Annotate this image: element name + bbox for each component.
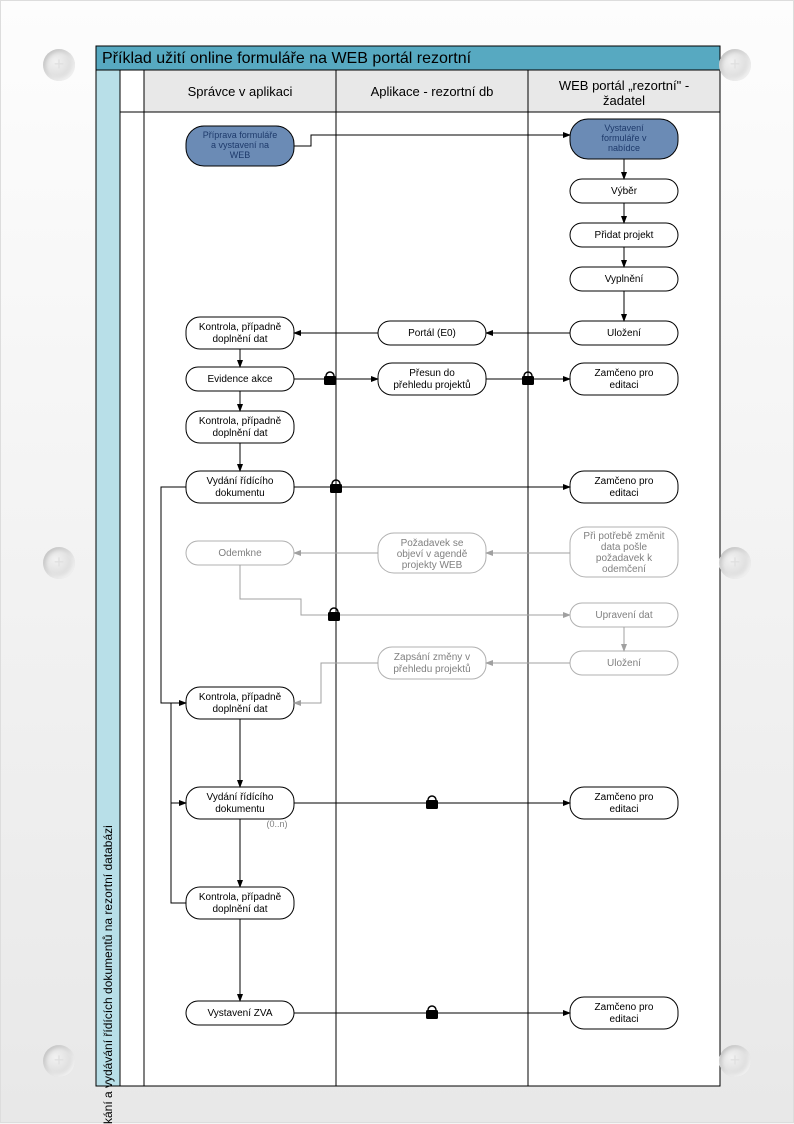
n17-l2: data pošle	[601, 542, 648, 553]
n26-l1: Zamčeno pro	[595, 1002, 654, 1013]
ring-hole	[43, 49, 75, 81]
n2-l2: formuláře v	[601, 133, 647, 143]
page: Příklad užití online formuláře na WEB po…	[0, 0, 794, 1123]
n8-l2: doplnění dat	[212, 334, 267, 345]
n24-l1: Kontrola, případně	[199, 892, 282, 903]
n1-l2: a vystavení na	[211, 140, 269, 150]
lane1-label: Správce v aplikaci	[188, 84, 293, 99]
n19-l1: Zapsání změny v	[394, 652, 470, 663]
n6-l1: Uložení	[607, 328, 641, 339]
ring-hole	[43, 1045, 75, 1077]
spacer-head	[120, 70, 144, 112]
n13-l2: dokumentu	[215, 488, 264, 499]
n16-l1: Požadavek se	[401, 538, 464, 549]
ring-hole	[719, 1045, 751, 1077]
n23-l1: Zamčeno pro	[595, 792, 654, 803]
diagram-title: Příklad užití online formuláře na WEB po…	[102, 50, 472, 67]
n22-l1: Vydání řídícího	[207, 792, 274, 803]
n22-l2: dokumentu	[215, 804, 264, 815]
n17-l4: odemčení	[602, 564, 646, 575]
ring-hole	[43, 547, 75, 579]
n7-l1: Portál (E0)	[408, 328, 456, 339]
n9-l1: Evidence akce	[207, 374, 272, 385]
n17-l3: požadavek k	[596, 553, 653, 564]
ring-hole	[719, 49, 751, 81]
n11-l1: Zamčeno pro	[595, 368, 654, 379]
n12-l2: doplnění dat	[212, 428, 267, 439]
n13-l1: Vydání řídícího	[207, 476, 274, 487]
n18-l1: Upravení dat	[595, 610, 652, 621]
n17-l1: Při potřebě změnit	[583, 531, 664, 542]
n25-l1: Vystavení ZVA	[207, 1008, 272, 1019]
n16-l2: objeví v agendě	[397, 549, 468, 560]
n1-l1: Příprava formuláře	[203, 130, 278, 140]
n19-l2: přehledu projektů	[393, 663, 470, 675]
n15-l1: Odemkne	[218, 548, 262, 559]
n10-l1: Přesun do	[409, 368, 455, 379]
lane3-label-a: WEB portál „rezortní" -	[559, 78, 689, 93]
n24-l2: doplnění dat	[212, 904, 267, 915]
n12-l1: Kontrola, případně	[199, 416, 282, 427]
n23-l2: editaci	[610, 804, 639, 815]
lane2-label: Aplikace - rezortní db	[371, 84, 494, 99]
lane3-label-b: žadatel	[603, 93, 645, 108]
n2-l1: Vystavení	[604, 123, 644, 133]
n3-l1: Výběr	[611, 186, 638, 197]
loop-note: (0..n)	[266, 819, 287, 829]
n16-l3: projekty WEB	[402, 560, 463, 571]
side-label: Při zapnuté funkci automatického zamykán…	[101, 825, 115, 1124]
n10-l2: přehledu projektů	[393, 379, 470, 391]
n14-l2: editaci	[610, 488, 639, 499]
n11-l2: editaci	[610, 380, 639, 391]
n14-l1: Zamčeno pro	[595, 476, 654, 487]
n5-l1: Vyplnění	[605, 274, 644, 285]
spacer-body	[120, 112, 144, 1086]
n21-l1: Kontrola, případně	[199, 692, 282, 703]
ring-hole	[719, 547, 751, 579]
n20-l1: Uložení	[607, 658, 641, 669]
flowchart-svg: Příklad užití online formuláře na WEB po…	[1, 1, 794, 1124]
n1-l3: WEB	[230, 150, 251, 160]
n8-l1: Kontrola, případně	[199, 322, 282, 333]
n26-l2: editaci	[610, 1014, 639, 1025]
n4-l1: Přidat projekt	[595, 230, 654, 241]
n21-l2: doplnění dat	[212, 704, 267, 715]
n2-l3: nabídce	[608, 143, 640, 153]
lane2-body	[336, 112, 528, 1086]
